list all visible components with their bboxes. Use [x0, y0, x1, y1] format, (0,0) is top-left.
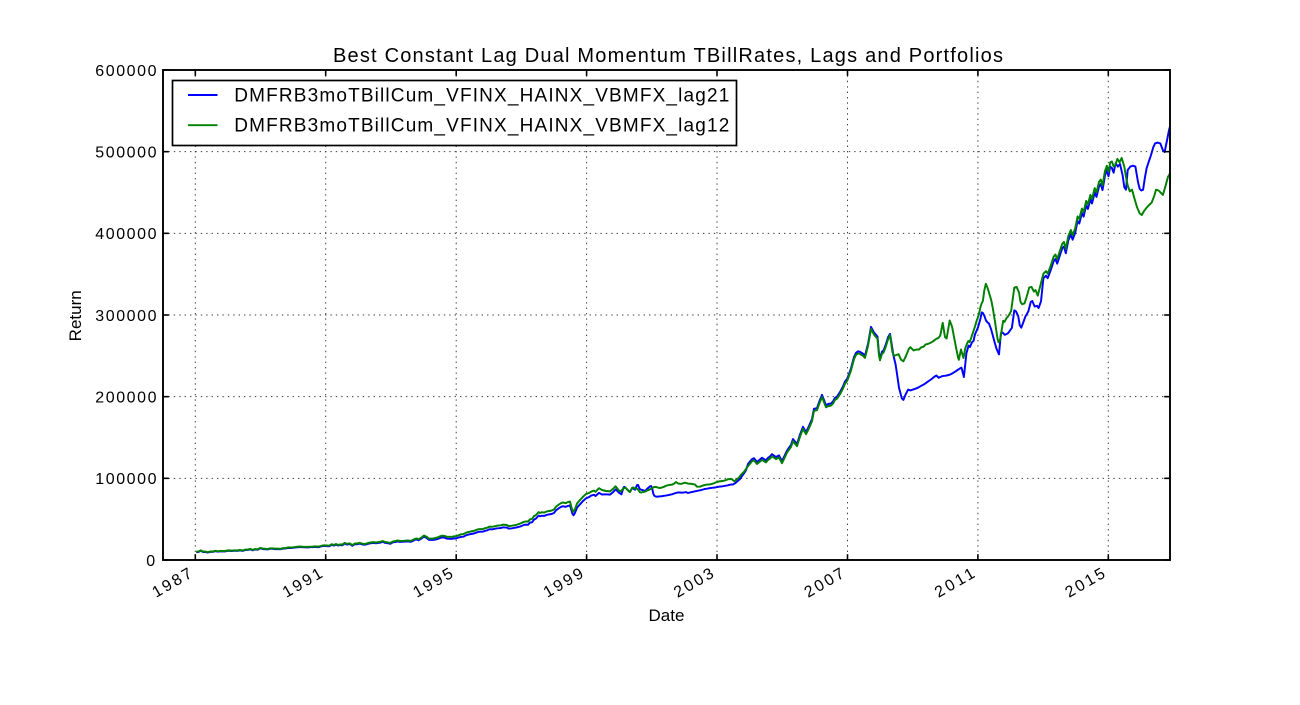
svg-text:500000: 500000 [95, 145, 156, 162]
svg-text:400000: 400000 [95, 226, 156, 243]
svg-text:600000: 600000 [95, 63, 156, 80]
svg-text:0: 0 [146, 553, 155, 570]
svg-text:DMFRB3moTBillCum_VFINX_HAINX_V: DMFRB3moTBillCum_VFINX_HAINX_VBMFX_lag21 [234, 85, 729, 106]
svg-text:DMFRB3moTBillCum_VFINX_HAINX_V: DMFRB3moTBillCum_VFINX_HAINX_VBMFX_lag12 [234, 116, 729, 137]
svg-text:Best Constant Lag Dual Momentu: Best Constant Lag Dual Momentum TBillRat… [333, 45, 1003, 67]
svg-text:300000: 300000 [95, 308, 156, 325]
svg-text:Date: Date [649, 606, 685, 625]
svg-text:Return: Return [66, 290, 85, 341]
svg-text:200000: 200000 [95, 390, 156, 407]
svg-text:100000: 100000 [95, 471, 156, 488]
